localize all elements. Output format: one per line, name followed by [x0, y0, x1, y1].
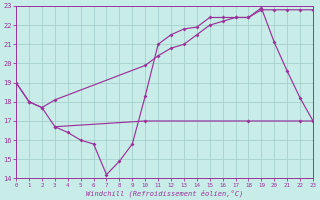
X-axis label: Windchill (Refroidissement éolien,°C): Windchill (Refroidissement éolien,°C) [86, 189, 243, 197]
